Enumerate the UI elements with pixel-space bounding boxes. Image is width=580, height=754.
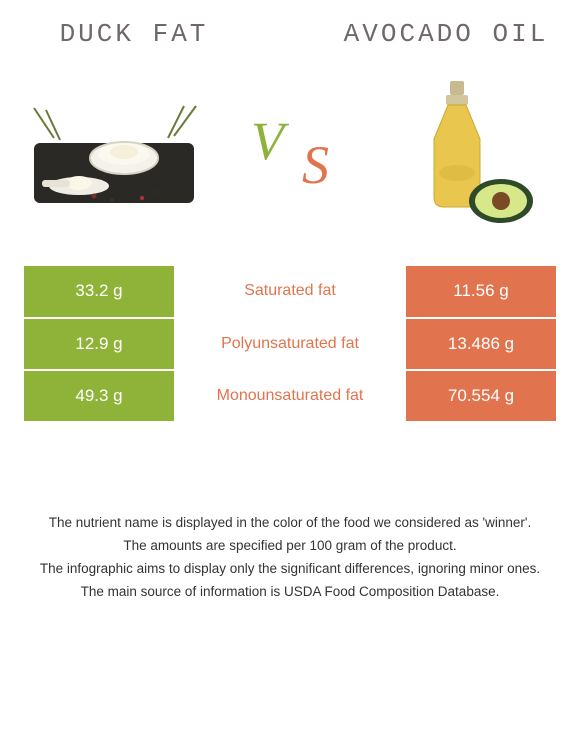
footnote-line: The infographic aims to display only the… [30,559,550,580]
images-row: V S [24,68,556,238]
right-value-cell: 13.486 g [406,318,556,370]
footnotes: The nutrient name is displayed in the co… [24,513,556,603]
footnote-line: The amounts are specified per 100 gram o… [30,536,550,557]
right-product-title: AVOCADO OIL [336,20,556,50]
nutrient-label: Monounsaturated fat [174,370,406,422]
right-product-image [376,83,556,223]
right-value-cell: 70.554 g [406,370,556,422]
table-row: 12.9 gPolyunsaturated fat13.486 g [24,318,556,370]
vs-v: V [251,110,284,172]
footnote-line: The main source of information is USDA F… [30,582,550,603]
nutrient-label: Polyunsaturated fat [174,318,406,370]
table-row: 49.3 gMonounsaturated fat70.554 g [24,370,556,422]
left-value-cell: 49.3 g [24,370,174,422]
nutrient-label: Saturated fat [174,266,406,318]
left-product-image [24,83,204,223]
footnote-line: The nutrient name is displayed in the co… [30,513,550,534]
left-value-cell: 33.2 g [24,266,174,318]
table-row: 33.2 gSaturated fat11.56 g [24,266,556,318]
right-value-cell: 11.56 g [406,266,556,318]
comparison-table: 33.2 gSaturated fat11.56 g12.9 gPolyunsa… [24,266,556,423]
left-value-cell: 12.9 g [24,318,174,370]
header-row: DUCK FAT AVOCADO OIL [24,20,556,50]
vs-s: S [302,134,329,196]
left-product-title: DUCK FAT [24,20,244,50]
vs-badge: V S [245,108,335,198]
